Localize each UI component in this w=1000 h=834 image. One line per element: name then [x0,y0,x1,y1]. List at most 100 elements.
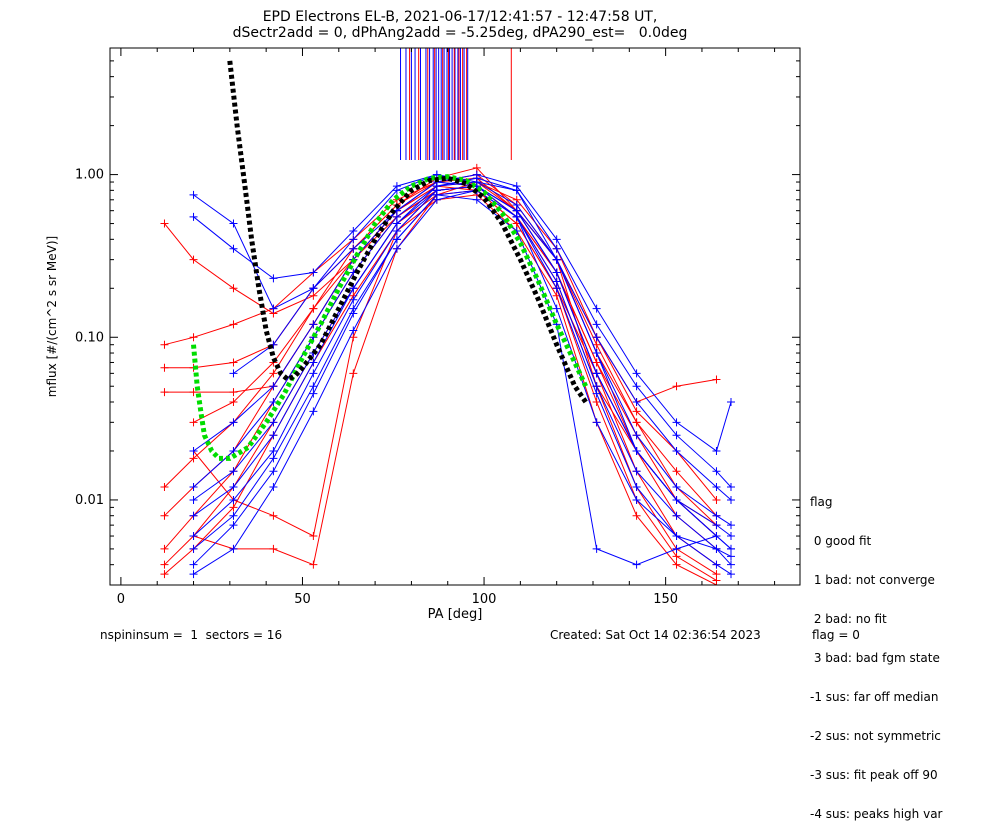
data-point-marker [632,382,641,391]
data-point-marker [309,291,318,300]
data-point-marker [632,495,641,504]
data-point-marker [160,560,169,569]
axes-layer: 0 50 100 150 0.01 0.10 1.00 PA [deg] mflux [#/(c… [45,47,801,622]
data-point-marker [309,358,318,367]
data-point-marker [592,340,601,349]
data-point-marker [309,407,318,416]
data-point-marker [712,511,721,520]
data-point-marker [189,190,198,199]
data-point-marker [229,511,238,520]
data-point-marker [672,532,681,541]
data-point-marker [189,418,198,427]
data-point-marker [727,483,735,492]
x-tick-label: 150 [653,592,678,607]
data-point-marker [189,454,198,463]
data-point-marker [592,544,601,553]
data-point-marker [349,235,358,244]
data-point-marker [632,397,641,406]
data-point-marker [229,388,238,397]
data-point-marker [229,483,238,492]
data-point-marker [632,467,641,476]
chart-title-line-1: EPD Electrons EL-B, 2021-06-17/12:41:57 … [262,9,658,25]
data-point-marker [512,212,521,221]
data-point-marker [309,389,318,398]
series-line [193,174,732,537]
data-point-marker [189,446,198,455]
fit-curve [227,60,588,404]
data-lines-layer [160,48,735,585]
data-point-marker [632,418,641,427]
data-point-marker [269,467,278,476]
data-point-marker [727,544,735,553]
x-axis-label: PA [deg] [428,607,483,622]
data-point-marker [712,467,721,476]
data-point-marker [727,521,735,530]
data-point-marker [309,268,318,277]
data-point-marker [229,219,238,228]
data-point-marker [672,446,681,455]
data-point-marker [269,274,278,283]
data-point-marker [189,570,198,579]
legend-item: 3 bad: bad fgm state [810,651,940,665]
data-point-marker [189,532,198,541]
footer-flag: flag = 0 [812,628,860,642]
data-point-marker [672,431,681,440]
data-point-marker [672,382,681,391]
data-point-marker [712,446,721,455]
data-point-marker [229,544,238,553]
legend-item: -1 sus: far off median [810,690,939,704]
data-point-marker [672,552,681,561]
data-point-marker [672,495,681,504]
data-point-marker [229,244,238,253]
data-point-marker [189,388,198,397]
data-point-marker [269,511,278,520]
chart-plot: 0 50 100 150 0.01 0.10 1.00 PA [deg] mflux [#/(c… [45,47,801,622]
data-point-marker [349,326,358,335]
data-point-marker [349,295,358,304]
data-point-marker [552,235,561,244]
data-point-marker [160,219,169,228]
data-point-marker [712,532,721,541]
series-line [193,181,732,501]
data-point-marker [592,418,601,427]
data-point-marker [632,511,641,520]
data-point-marker [392,219,401,228]
chart-title-line-2: dSectr2add = 0, dPhAng2add = -5.25deg, d… [232,25,688,41]
data-point-marker [727,560,735,569]
data-point-marker [160,388,169,397]
data-point-marker [712,544,721,553]
data-point-marker [229,467,238,476]
data-point-marker [160,570,169,579]
data-point-marker [269,418,278,427]
data-point-marker [269,483,278,492]
y-tick-label: 0.10 [75,330,104,345]
data-point-marker [269,340,278,349]
legend-item: 1 bad: not converge [810,573,935,587]
footer-created-timestamp: Created: Sat Oct 14 02:36:54 2023 [550,628,761,642]
data-point-marker [309,382,318,391]
data-point-marker [229,503,238,512]
data-point-marker [592,358,601,367]
data-point-marker [592,333,601,342]
data-point-marker [672,418,681,427]
data-point-marker [552,304,561,313]
x-tick-label: 50 [294,592,311,607]
data-point-marker [349,284,358,293]
data-point-marker [269,544,278,553]
data-point-marker [672,467,681,476]
data-point-marker [160,544,169,553]
plot-frame [109,47,801,586]
data-point-marker [552,268,561,277]
data-point-marker [592,304,601,313]
data-point-marker [672,544,681,553]
data-point-marker [392,235,401,244]
data-point-marker [727,397,735,406]
data-point-marker [632,407,641,416]
data-point-marker [552,277,561,286]
data-point-marker [552,244,561,253]
data-point-marker [727,532,735,541]
data-point-marker [309,369,318,378]
data-point-marker [229,495,238,504]
series-line [233,174,732,452]
data-point-marker [309,304,318,313]
